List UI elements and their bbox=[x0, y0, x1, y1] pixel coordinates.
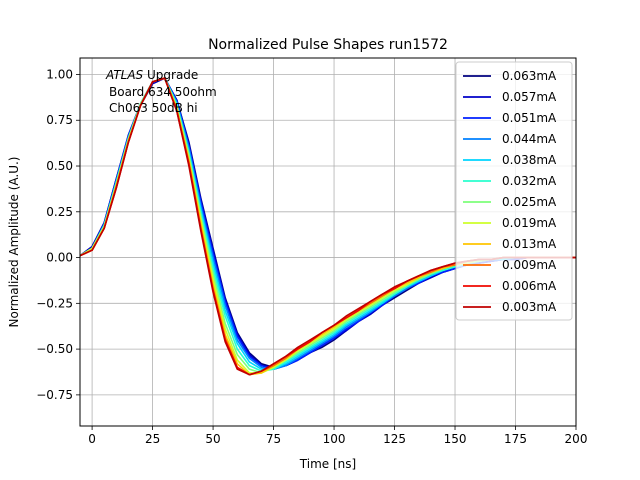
annotation-line-1: ATLAS Upgrade bbox=[105, 68, 198, 82]
y-tick-label: −0.50 bbox=[36, 342, 73, 356]
annotation-line-3: Ch063 50dB hi bbox=[109, 101, 198, 115]
x-axis-label: Time [ns] bbox=[299, 457, 356, 471]
x-tick-label: 150 bbox=[444, 432, 467, 446]
legend-label: 0.013mA bbox=[502, 237, 557, 251]
x-tick-label: 50 bbox=[205, 432, 220, 446]
y-tick-label: 0.75 bbox=[46, 113, 73, 127]
plot-frame bbox=[79, 57, 577, 427]
legend-label: 0.044mA bbox=[502, 132, 557, 146]
y-tick-label: −0.75 bbox=[36, 388, 73, 402]
annotation-atlas: ATLAS bbox=[105, 68, 144, 82]
legend-label: 0.063mA bbox=[502, 69, 557, 83]
legend-label: 0.051mA bbox=[502, 111, 557, 125]
legend-label: 0.009mA bbox=[502, 258, 557, 272]
x-tick-label: 100 bbox=[323, 432, 346, 446]
legend-label: 0.057mA bbox=[502, 90, 557, 104]
y-axis-label: Normalized Amplitude (A.U.) bbox=[7, 157, 21, 328]
legend: 0.063mA 0.057mA 0.051mA 0.044mA 0.038mA 0.032… bbox=[455, 61, 573, 321]
x-tick-label: 125 bbox=[383, 432, 406, 446]
y-tick-label: 1.00 bbox=[46, 67, 73, 81]
legend-label: 0.019mA bbox=[502, 216, 557, 230]
x-tick-label: 175 bbox=[504, 432, 527, 446]
y-tick-label: 0.50 bbox=[46, 159, 73, 173]
legend-label: 0.032mA bbox=[502, 174, 557, 188]
annotation: ATLAS Upgrade Board 634 50ohm Ch063 50dB… bbox=[105, 68, 217, 115]
legend-label: 0.006mA bbox=[502, 279, 557, 293]
y-tick-label: 0.25 bbox=[46, 205, 73, 219]
annotation-upgrade: Upgrade bbox=[143, 68, 198, 82]
legend-box bbox=[455, 61, 573, 321]
y-tick-label: 0.00 bbox=[46, 251, 73, 265]
legend-label: 0.038mA bbox=[502, 153, 557, 167]
annotation-line-2: Board 634 50ohm bbox=[109, 85, 217, 99]
chart-title: Normalized Pulse Shapes run1572 bbox=[208, 37, 448, 53]
x-tick-label: 25 bbox=[145, 432, 160, 446]
legend-label: 0.003mA bbox=[502, 300, 557, 314]
x-tick-label: 200 bbox=[565, 432, 588, 446]
legend-label: 0.025mA bbox=[502, 195, 557, 209]
axis-ticks: 0 25 50 75 100 125 150 175 200 −0.75 −0.50 −0.25 0.0… bbox=[36, 67, 587, 446]
x-tick-label: 0 bbox=[88, 432, 96, 446]
y-tick-label: −0.25 bbox=[36, 296, 73, 310]
x-tick-label: 75 bbox=[266, 432, 281, 446]
